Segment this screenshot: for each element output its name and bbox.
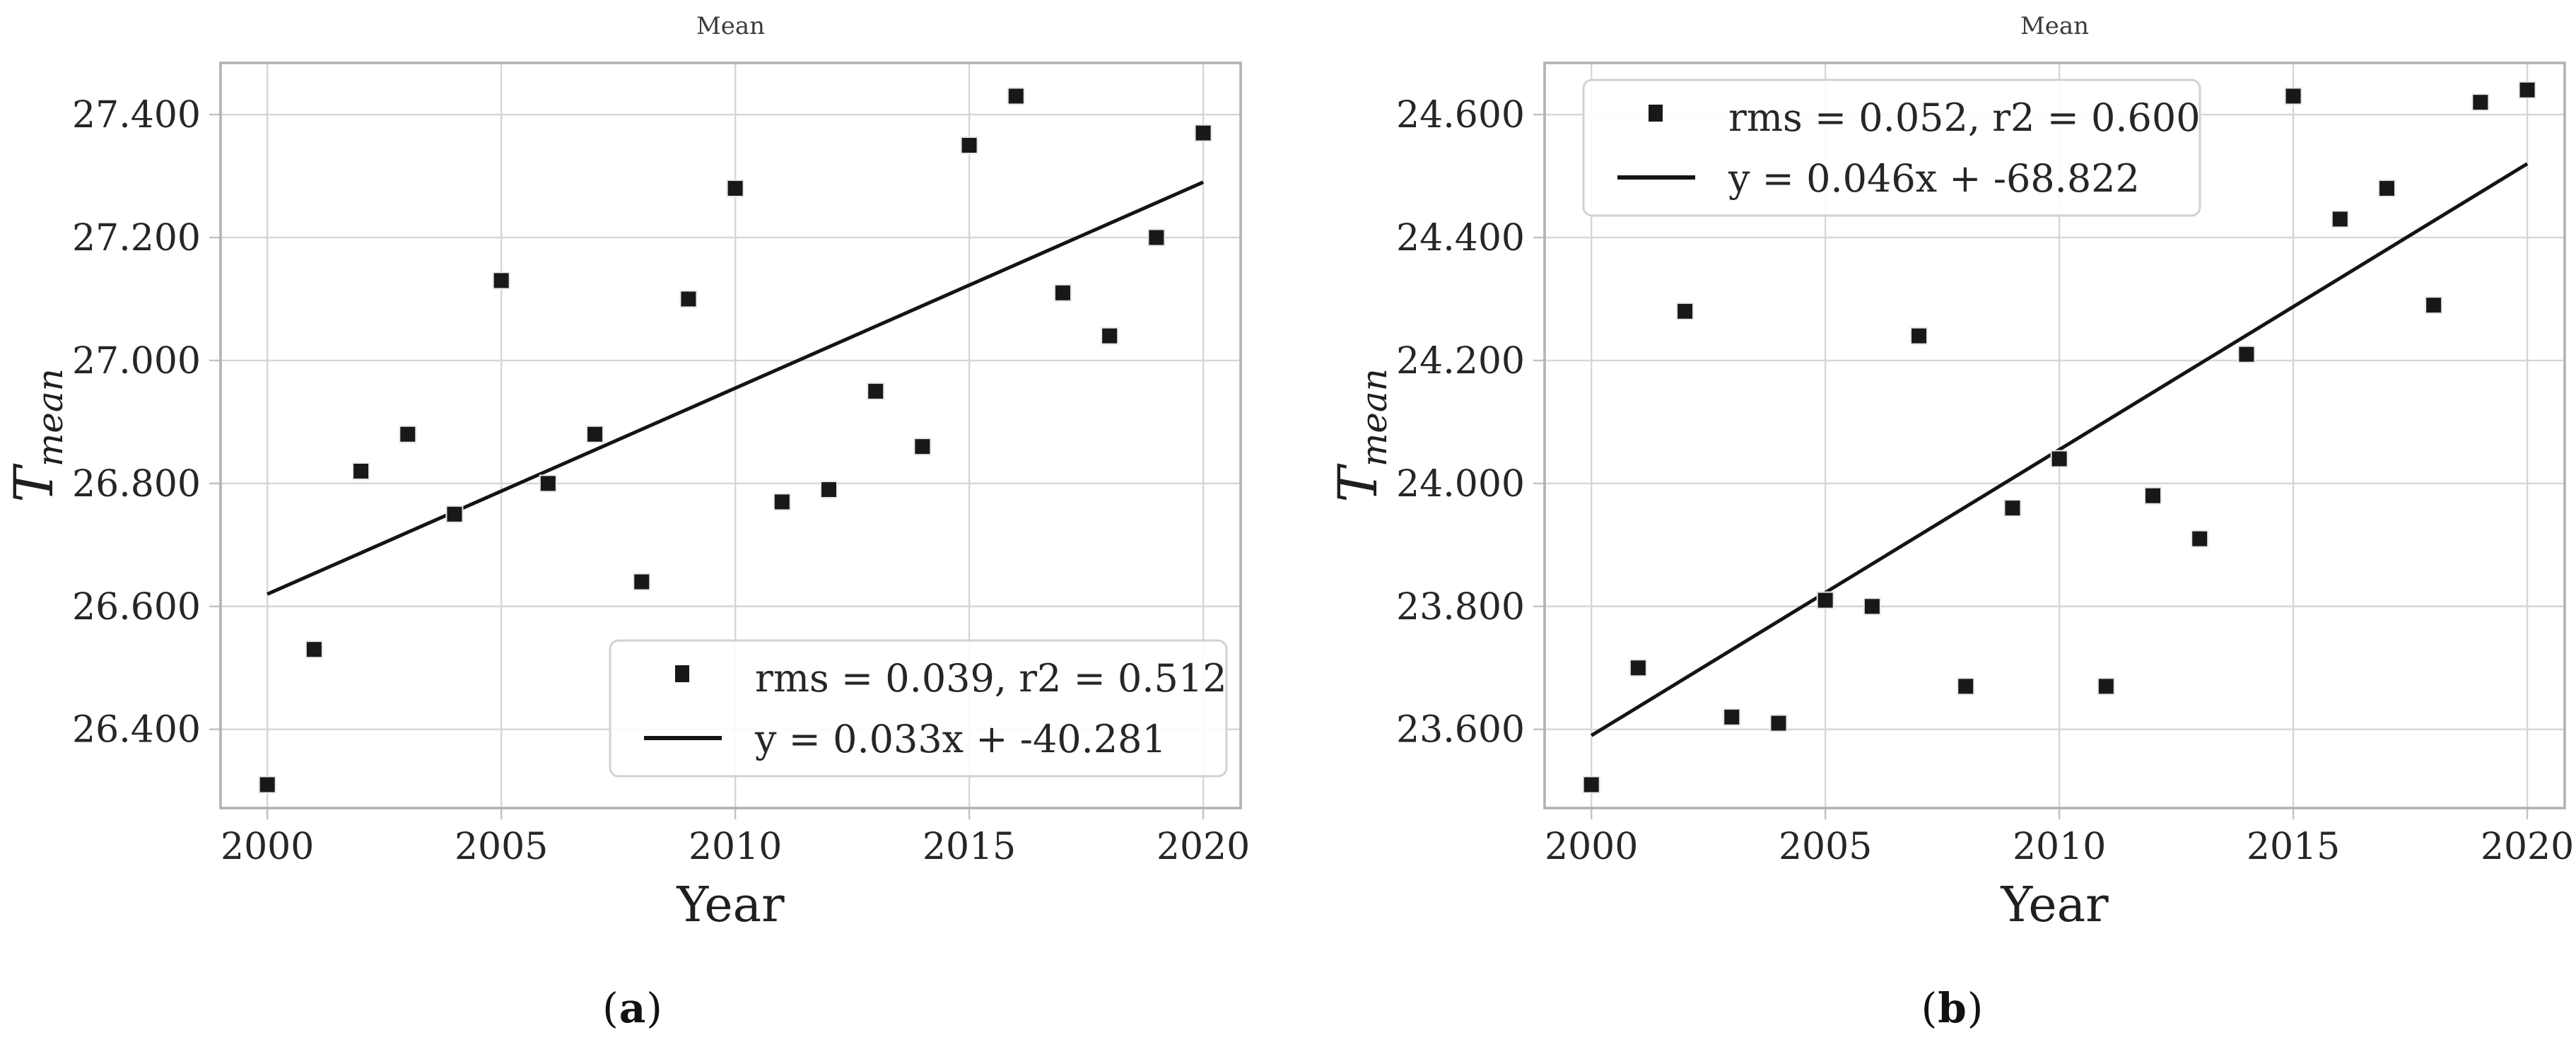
data-point [2471, 93, 2490, 112]
y-tick-label: 26.800 [72, 463, 201, 505]
axes-title: Mean [696, 12, 765, 40]
x-tick-label: 2015 [2247, 826, 2340, 868]
y-tick-label: 24.400 [1396, 217, 1525, 259]
legend-marker-icon [1649, 105, 1663, 122]
x-tick-label: 2020 [1157, 826, 1250, 868]
caption-b-close-paren: ) [1967, 984, 1984, 1032]
data-point [1676, 302, 1694, 320]
legend-label-rms: rms = 0.052, r2 = 0.600 [1728, 95, 2201, 140]
data-point [2425, 296, 2443, 315]
x-tick-label: 2010 [689, 826, 782, 868]
data-point [1910, 327, 1928, 345]
data-point [1863, 597, 1881, 616]
x-tick-label: 2000 [221, 826, 314, 868]
legend-box [609, 639, 1228, 778]
x-axis-label: Year [676, 877, 785, 933]
data-point [2284, 87, 2302, 105]
data-point [492, 271, 510, 290]
data-point [445, 505, 464, 523]
y-tick-label: 23.600 [1396, 709, 1525, 751]
caption-b-open-paren: ( [1921, 984, 1938, 1032]
x-tick-label: 2000 [1545, 826, 1638, 868]
legend-marker-icon [675, 665, 689, 682]
y-tick-label: 26.600 [72, 586, 201, 628]
axes-title: Mean [2020, 12, 2089, 40]
caption-a-letter: a [619, 984, 647, 1032]
y-tick-label: 24.600 [1396, 94, 1525, 136]
legend-label-equation: y = 0.046x + -68.822 [1728, 156, 2140, 201]
y-tick-label: 27.400 [72, 94, 201, 136]
legend: rms = 0.039, r2 = 0.512 y = 0.033x + -40.… [609, 639, 1228, 778]
caption-a-close-paren: ) [646, 984, 663, 1032]
data-point [1194, 124, 1212, 142]
data-point [258, 776, 276, 794]
y-axis-label: Tmean [2, 368, 71, 503]
data-point [2097, 677, 2115, 696]
data-point [2191, 530, 2209, 548]
y-tick-label: 27.000 [72, 340, 201, 382]
data-point [2050, 450, 2068, 468]
panel-a-chart: 2000 2005 2010 2015 2020 27.400 27.200 27.000 26… [2, 12, 1250, 933]
data-point [1101, 327, 1119, 345]
data-point [726, 179, 744, 197]
y-tick-label: 27.200 [72, 217, 201, 259]
data-point [1957, 677, 1975, 696]
data-point [773, 493, 791, 511]
data-point [2518, 81, 2536, 99]
caption-b-letter: b [1938, 984, 1967, 1032]
panel-b-chart: 2000 2005 2010 2015 2020 24.600 24.400 24.200 24… [1326, 12, 2574, 933]
data-point [2237, 345, 2256, 363]
x-tick-label: 2020 [2481, 826, 2574, 868]
data-point [2331, 210, 2349, 228]
data-point [399, 425, 417, 443]
data-point [305, 641, 323, 659]
data-point [586, 425, 604, 443]
legend-box [1582, 78, 2201, 217]
data-point [960, 136, 978, 155]
y-tick-label: 23.800 [1396, 586, 1525, 628]
data-point [352, 462, 370, 480]
x-axis-label: Year [2000, 877, 2109, 933]
y-tick-label: 24.200 [1396, 340, 1525, 382]
panel-caption-b: (b) [1811, 984, 2094, 1032]
data-point [1007, 87, 1025, 105]
legend: rms = 0.052, r2 = 0.600 y = 0.046x + -68.… [1582, 78, 2201, 217]
data-point [1629, 659, 1647, 677]
data-point [2377, 179, 2396, 197]
data-point [1769, 714, 1788, 732]
data-point [1582, 776, 1600, 794]
data-point [2144, 486, 2162, 505]
caption-a-open-paren: ( [602, 984, 619, 1032]
legend-label-rms: rms = 0.039, r2 = 0.512 [755, 656, 1227, 701]
data-point [633, 573, 651, 591]
data-point [539, 474, 557, 493]
x-tick-label: 2005 [455, 826, 548, 868]
data-point [820, 481, 838, 499]
data-point [1053, 283, 1072, 302]
x-tick-label: 2005 [1779, 826, 1872, 868]
y-axis-label: Tmean [1326, 368, 1395, 503]
data-point [867, 382, 885, 400]
data-point [2003, 499, 2022, 517]
data-point [1723, 708, 1741, 726]
data-point [679, 290, 698, 308]
data-point [1816, 591, 1834, 609]
y-tick-label: 24.000 [1396, 463, 1525, 505]
x-tick-label: 2010 [2013, 826, 2106, 868]
y-tick-label: 26.400 [72, 709, 201, 751]
trend-line [1590, 162, 2529, 737]
legend-label-equation: y = 0.033x + -40.281 [754, 717, 1166, 761]
trend-line [267, 180, 1205, 596]
x-tick-label: 2015 [923, 826, 1016, 868]
data-point [913, 438, 932, 456]
panel-caption-a: (a) [491, 984, 774, 1032]
axes-spines [219, 62, 1242, 809]
axes-spines [1543, 62, 2566, 809]
data-point [1147, 228, 1166, 247]
